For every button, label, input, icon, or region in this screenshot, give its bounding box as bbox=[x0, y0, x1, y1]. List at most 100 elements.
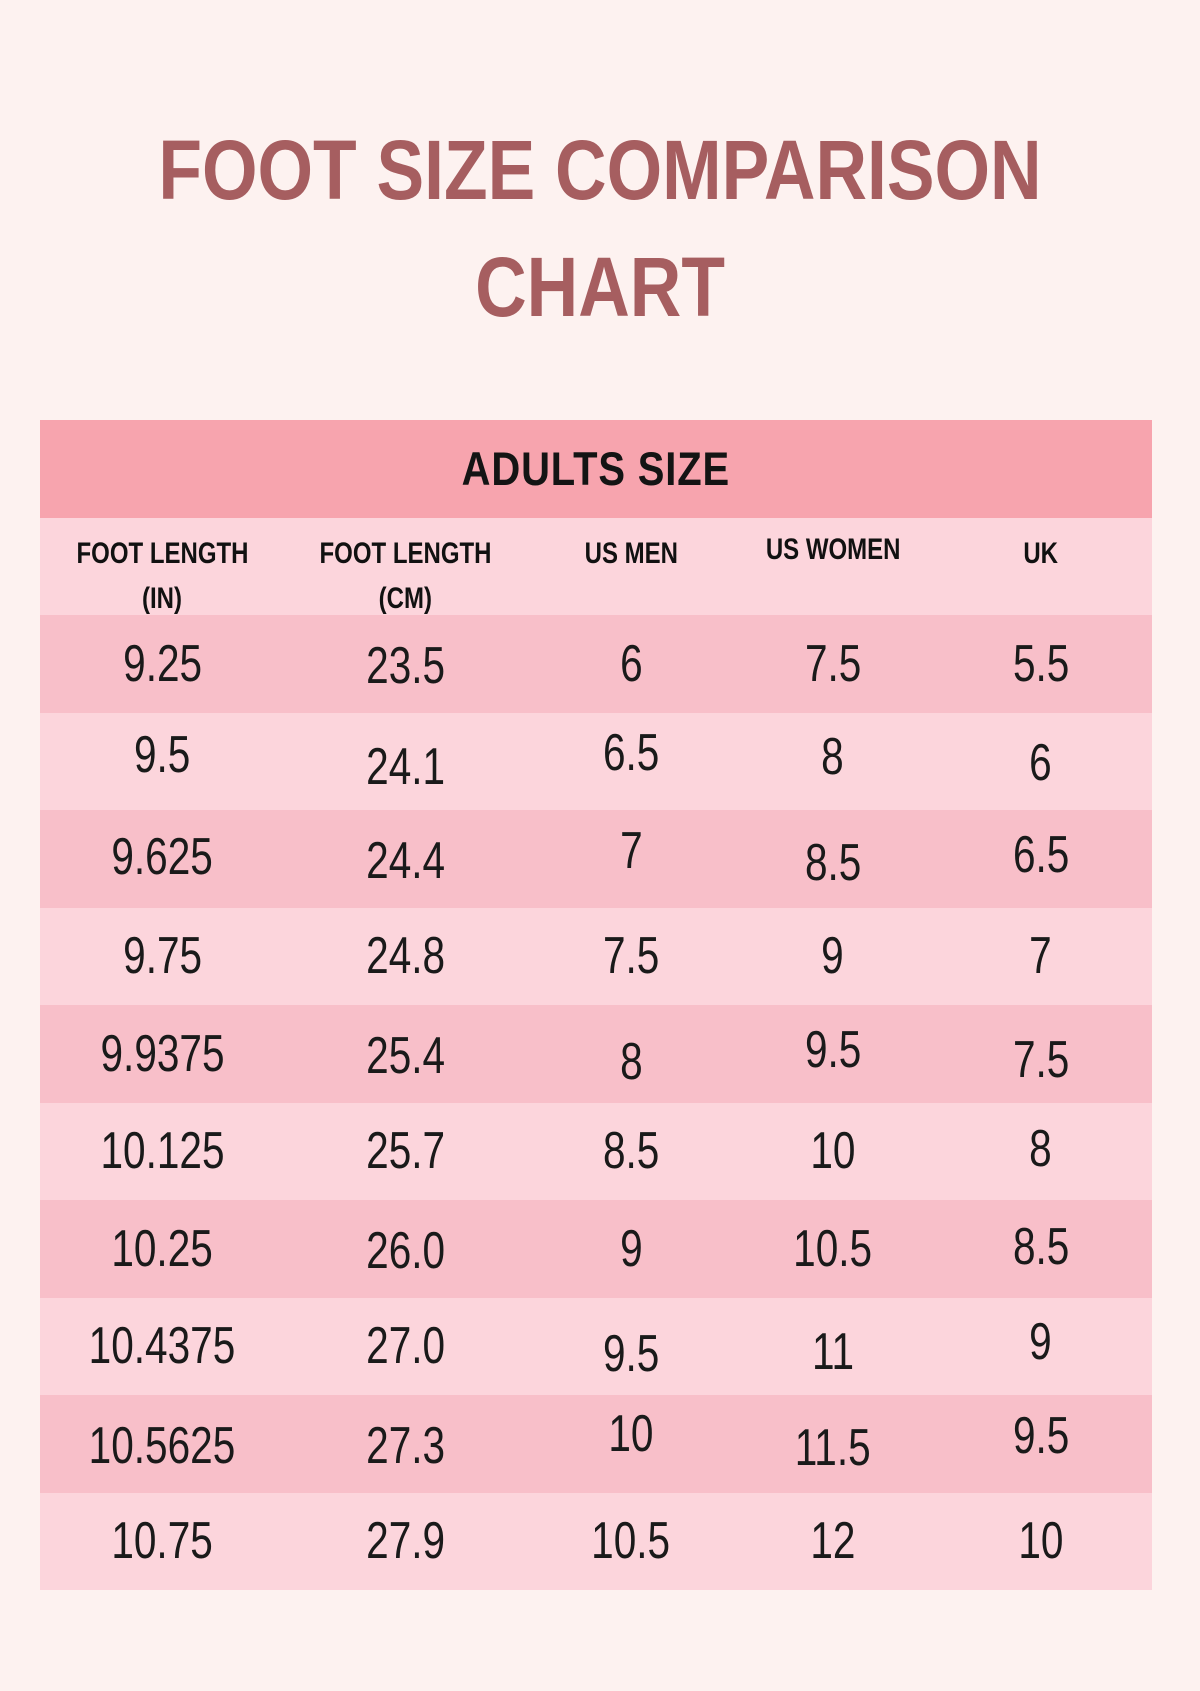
cell-value: 25.4 bbox=[365, 1026, 445, 1085]
table-cell: 7 bbox=[526, 810, 736, 908]
cell-value: 11 bbox=[811, 1323, 854, 1382]
cell-value: 9.75 bbox=[122, 927, 202, 986]
cell-value: 23.5 bbox=[365, 636, 445, 695]
table-cell: 24.4 bbox=[285, 810, 526, 908]
table-cell: 10 bbox=[930, 1493, 1152, 1591]
cell-value: 25.7 bbox=[365, 1122, 445, 1181]
cell-value: 10.25 bbox=[111, 1219, 214, 1278]
column-header: FOOT LENGTH (CM) bbox=[285, 518, 526, 616]
table-cell: 7 bbox=[930, 908, 1152, 1006]
table-cell: 9.5 bbox=[930, 1395, 1152, 1493]
cell-value: 9.5 bbox=[804, 1020, 862, 1079]
cell-value: 8 bbox=[619, 1032, 643, 1091]
cell-value: 10.5625 bbox=[89, 1416, 236, 1475]
cell-value: 10 bbox=[810, 1122, 856, 1181]
table-section-header: ADULTS SIZE bbox=[40, 420, 1152, 518]
table-cell: 27.9 bbox=[285, 1493, 526, 1591]
table-body: 9.25 23.5 6 7.5 5.5 9.5 24.1 6.5 8 6 9.6… bbox=[40, 615, 1152, 1590]
table-cell: 9.5 bbox=[40, 713, 285, 811]
table-cell: 10.5 bbox=[736, 1200, 929, 1298]
column-header-label: US MEN bbox=[584, 536, 678, 570]
cell-value: 27.3 bbox=[365, 1416, 445, 1475]
table-cell: 7.5 bbox=[526, 908, 736, 1006]
cell-value: 10 bbox=[1018, 1512, 1064, 1571]
table-cell: 23.5 bbox=[285, 615, 526, 713]
cell-value: 6 bbox=[1029, 734, 1053, 793]
cell-value: 6 bbox=[619, 634, 643, 693]
cell-value: 11.5 bbox=[794, 1418, 871, 1477]
table-header-row: FOOT LENGTH (IN) FOOT LENGTH (CM) US MEN… bbox=[40, 517, 1152, 616]
table-cell: 12 bbox=[736, 1493, 929, 1591]
cell-value: 8.5 bbox=[804, 833, 862, 892]
cell-value: 26.0 bbox=[365, 1221, 445, 1280]
table-cell: 10.5 bbox=[526, 1493, 736, 1591]
table-cell: 6.5 bbox=[930, 810, 1152, 908]
column-header: FOOT LENGTH (IN) bbox=[40, 518, 285, 616]
table-cell: 9 bbox=[930, 1298, 1152, 1396]
column-header-sub: (CM) bbox=[378, 581, 432, 615]
table-cell: 6 bbox=[526, 615, 736, 713]
cell-value: 6.5 bbox=[1012, 825, 1069, 884]
table-cell: 26.0 bbox=[285, 1200, 526, 1298]
cell-value: 9.9375 bbox=[100, 1024, 225, 1083]
table-cell: 10.125 bbox=[40, 1103, 285, 1201]
cell-value: 9 bbox=[1029, 1313, 1053, 1372]
cell-value: 24.1 bbox=[365, 738, 445, 797]
page-title-line-2: CHART bbox=[475, 240, 725, 334]
table-cell: 8.5 bbox=[526, 1103, 736, 1201]
column-header: US WOMEN bbox=[736, 518, 929, 616]
page-title-line-1: FOOT SIZE COMPARISON bbox=[158, 123, 1042, 217]
table-cell: 6.5 bbox=[526, 713, 736, 811]
table-row: 9.5 24.1 6.5 8 6 bbox=[40, 712, 1152, 811]
column-header: UK bbox=[930, 518, 1152, 616]
cell-value: 10.75 bbox=[111, 1512, 214, 1571]
cell-value: 9.5 bbox=[134, 726, 191, 785]
column-header-label: US WOMEN bbox=[765, 532, 901, 566]
table-cell: 9.5 bbox=[526, 1298, 736, 1396]
column-header-label: FOOT LENGTH bbox=[76, 536, 249, 570]
cell-value: 6.5 bbox=[602, 724, 660, 783]
table-row: 10.75 27.9 10.5 12 10 bbox=[40, 1492, 1152, 1591]
cell-value: 9 bbox=[619, 1219, 643, 1278]
cell-value: 9.25 bbox=[122, 634, 202, 693]
table-cell: 7.5 bbox=[736, 615, 929, 713]
table-cell: 10 bbox=[526, 1395, 736, 1493]
table-row: 9.625 24.4 7 8.5 6.5 bbox=[40, 810, 1152, 908]
table-cell: 9 bbox=[526, 1200, 736, 1298]
cell-value: 8.5 bbox=[602, 1122, 660, 1181]
cell-value: 10 bbox=[608, 1404, 654, 1463]
table-row: 9.25 23.5 6 7.5 5.5 bbox=[40, 615, 1152, 713]
table-cell: 25.7 bbox=[285, 1103, 526, 1201]
table-cell: 11 bbox=[736, 1298, 929, 1396]
column-header-label: FOOT LENGTH bbox=[319, 536, 492, 570]
page-title: FOOT SIZE COMPARISON CHART bbox=[0, 112, 1200, 346]
cell-value: 24.4 bbox=[365, 831, 445, 890]
table-cell: 25.4 bbox=[285, 1005, 526, 1103]
table-cell: 9.5 bbox=[736, 1005, 929, 1103]
cell-value: 10.4375 bbox=[89, 1317, 236, 1376]
cell-value: 27.0 bbox=[365, 1317, 445, 1376]
cell-value: 9.5 bbox=[1012, 1406, 1069, 1465]
table-cell: 10.5625 bbox=[40, 1395, 285, 1493]
table-row: 10.125 25.7 8.5 10 8 bbox=[40, 1102, 1152, 1201]
table-cell: 8.5 bbox=[930, 1200, 1152, 1298]
cell-value: 10.5 bbox=[793, 1219, 873, 1278]
cell-value: 8 bbox=[821, 728, 845, 787]
table-cell: 27.0 bbox=[285, 1298, 526, 1396]
table-cell: 9 bbox=[736, 908, 929, 1006]
table-row: 10.25 26.0 9 10.5 8.5 bbox=[40, 1200, 1152, 1298]
table-cell: 9.75 bbox=[40, 908, 285, 1006]
table-row: 10.4375 27.0 9.5 11 9 bbox=[40, 1297, 1152, 1396]
table-cell: 11.5 bbox=[736, 1395, 929, 1493]
table-cell: 8 bbox=[526, 1005, 736, 1103]
table-cell: 5.5 bbox=[930, 615, 1152, 713]
cell-value: 24.8 bbox=[365, 927, 445, 986]
cell-value: 10.125 bbox=[100, 1122, 225, 1181]
table-cell: 24.8 bbox=[285, 908, 526, 1006]
table-cell: 10.25 bbox=[40, 1200, 285, 1298]
table-cell: 24.1 bbox=[285, 713, 526, 811]
table-cell: 9.625 bbox=[40, 810, 285, 908]
column-header-label: UK bbox=[1023, 536, 1059, 570]
cell-value: 27.9 bbox=[365, 1512, 445, 1571]
cell-value: 10.5 bbox=[591, 1512, 671, 1571]
